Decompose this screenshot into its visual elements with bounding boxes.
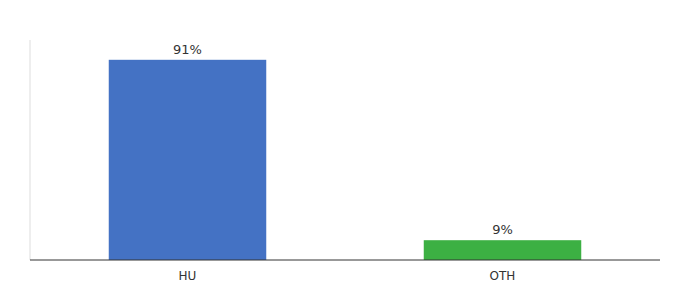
- x-tick-label: HU: [179, 269, 197, 283]
- bar: [109, 60, 267, 260]
- data-label: 91%: [173, 42, 202, 57]
- data-label: 9%: [492, 222, 513, 237]
- x-axis-line: [30, 260, 660, 261]
- labels: 91% 9%: [173, 42, 513, 237]
- chart-svg: 91% 9% HU OTH: [0, 0, 680, 300]
- chart-container: 91% 9% HU OTH: [0, 0, 680, 300]
- bars: [109, 60, 582, 260]
- y-axis-line: [30, 40, 31, 260]
- x-tick-label: OTH: [490, 269, 516, 283]
- bar: [424, 240, 582, 260]
